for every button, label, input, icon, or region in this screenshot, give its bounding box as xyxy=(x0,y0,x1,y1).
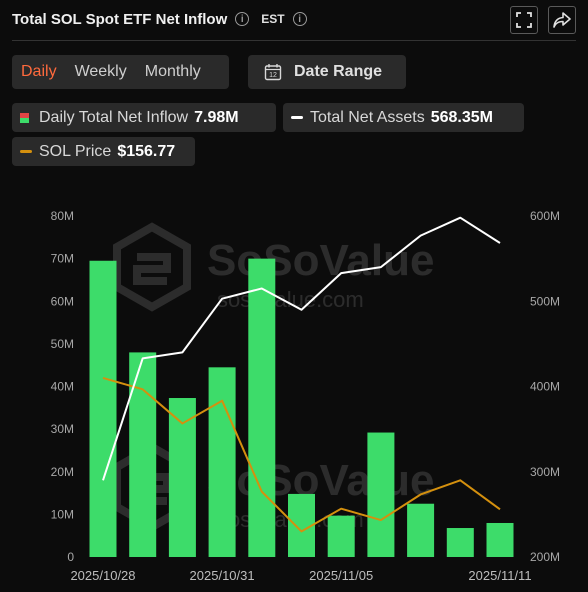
legend-price[interactable]: SOL Price $156.77 xyxy=(12,137,195,166)
timezone-info-icon[interactable]: i xyxy=(292,12,307,26)
legend-assets-label: Total Net Assets xyxy=(310,108,425,126)
legend-assets-value: 568.35M xyxy=(430,108,493,126)
legend-inflow[interactable]: Daily Total Net Inflow 7.98M xyxy=(12,103,276,132)
inflow-bar xyxy=(89,260,117,557)
assets-swatch xyxy=(291,116,303,119)
y-right-tick-label: 400M xyxy=(530,380,560,394)
fullscreen-button[interactable] xyxy=(510,6,538,34)
chart-area: SoSoValuesosovalue.comSoSoValuesosovalue… xyxy=(51,209,560,583)
total-net-assets-line xyxy=(102,216,501,481)
svg-text:12: 12 xyxy=(269,72,277,79)
x-tick-label: 2025/10/31 xyxy=(190,568,255,583)
y-right-tick-label: 600M xyxy=(530,209,560,223)
x-tick-label: 2025/11/05 xyxy=(309,568,373,583)
header-divider xyxy=(12,40,576,41)
inflow-swatch xyxy=(20,112,29,123)
inflow-bar xyxy=(486,522,514,557)
sol-price-line xyxy=(102,377,501,533)
series-lines xyxy=(102,216,501,533)
share-button[interactable] xyxy=(548,6,576,34)
watermark-brand: SoSoValue xyxy=(207,236,434,285)
y-right-tick-label: 300M xyxy=(530,465,560,479)
date-range-label: Date Range xyxy=(294,63,383,80)
y-right-tick-label: 200M xyxy=(530,550,560,564)
timezone-label: EST xyxy=(261,12,285,26)
y-left-tick-label: 70M xyxy=(51,252,74,266)
interval-tabs: Daily Weekly Monthly xyxy=(12,55,229,89)
inflow-bar xyxy=(367,432,395,557)
inflow-bar xyxy=(129,352,157,557)
inflow-bar xyxy=(407,503,435,557)
fullscreen-icon xyxy=(516,12,532,28)
legend-price-label: SOL Price xyxy=(39,142,112,160)
watermark-url: sosovalue.com xyxy=(217,287,364,312)
x-tick-label: 2025/11/11 xyxy=(468,568,531,583)
legend-inflow-label: Daily Total Net Inflow xyxy=(39,108,189,126)
legend-assets[interactable]: Total Net Assets 568.35M xyxy=(283,103,524,132)
price-swatch xyxy=(20,150,32,153)
y-left-tick-label: 50M xyxy=(51,337,74,351)
x-tick-label: 2025/10/28 xyxy=(70,568,135,583)
tab-daily[interactable]: Daily xyxy=(21,63,57,80)
legend-price-value: $156.77 xyxy=(117,142,176,160)
legend-inflow-value: 7.98M xyxy=(194,108,239,126)
chart-header: Total SOL Spot ETF Net Inflow i EST i xyxy=(12,6,580,34)
y-left-tick-label: 40M xyxy=(51,380,74,394)
y-left-tick-label: 10M xyxy=(51,507,74,521)
share-icon xyxy=(553,12,571,28)
tab-monthly[interactable]: Monthly xyxy=(144,63,201,80)
calendar-icon: 12 xyxy=(264,64,282,81)
date-range-button[interactable]: 12 Date Range xyxy=(248,55,406,89)
inflow-bar xyxy=(208,367,236,557)
tab-weekly[interactable]: Weekly xyxy=(74,63,127,80)
chart-title: Total SOL Spot ETF Net Inflow xyxy=(12,10,228,28)
watermark-brand: SoSoValue xyxy=(207,456,434,505)
axes: 0 10M 20M 30M 40M 50M 60M 70M 80M 200M 300M 400M 500… xyxy=(51,209,560,583)
watermark-glyph xyxy=(133,253,171,285)
header-actions xyxy=(510,6,576,34)
inflow-bar xyxy=(168,398,196,557)
y-left-tick-label: 0 xyxy=(67,550,74,564)
info-icon[interactable]: i xyxy=(235,12,250,26)
watermark-hexagon xyxy=(113,222,191,312)
y-left-tick-label: 80M xyxy=(51,209,74,223)
y-right-tick-label: 500M xyxy=(530,294,560,308)
inflow-bar xyxy=(327,515,355,557)
inflow-bar xyxy=(446,528,474,557)
y-left-tick-label: 20M xyxy=(51,465,74,479)
y-left-tick-label: 60M xyxy=(51,294,74,308)
y-left-tick-label: 30M xyxy=(51,422,74,436)
inflow-bar xyxy=(248,258,276,557)
